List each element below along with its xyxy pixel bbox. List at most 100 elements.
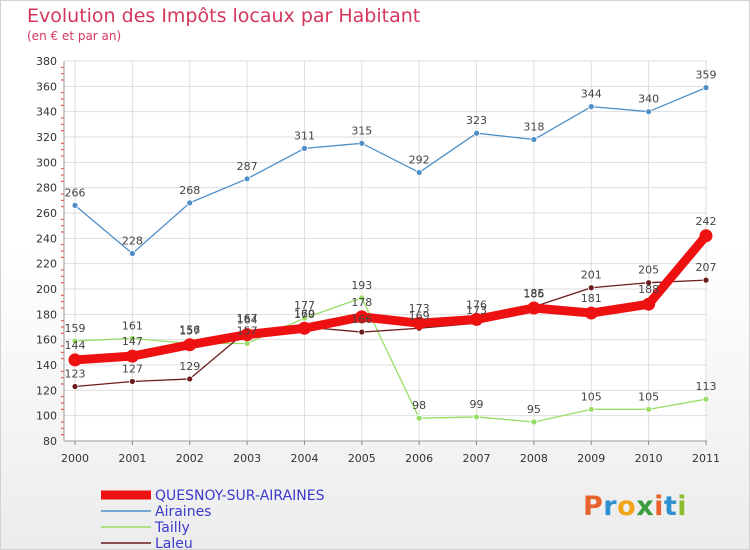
data-label: 292	[409, 153, 430, 166]
data-label: 169	[409, 309, 430, 322]
x-tick-label: 2007	[463, 452, 491, 465]
x-tick-label: 2001	[118, 452, 146, 465]
data-label: 170	[294, 308, 315, 321]
data-label: 287	[237, 160, 258, 173]
data-label: 318	[523, 121, 544, 134]
x-tick-label: 2010	[635, 452, 663, 465]
legend-label: QUESNOY-SUR-AIRAINES	[155, 488, 325, 504]
data-point	[702, 84, 710, 91]
logo-letter: t	[663, 491, 678, 522]
y-tick-label: 300	[36, 156, 57, 169]
data-label: 344	[581, 88, 602, 101]
data-point	[297, 321, 311, 335]
logo-letter: x	[636, 491, 655, 522]
y-tick-label: 140	[36, 359, 57, 372]
data-label: 228	[122, 235, 143, 248]
data-label: 95	[527, 403, 541, 416]
data-label: 193	[351, 279, 372, 292]
logo-letter: P	[583, 491, 604, 522]
data-label: 268	[179, 184, 200, 197]
data-label: 166	[351, 313, 372, 326]
y-tick-label: 160	[36, 334, 57, 347]
y-tick-label: 260	[36, 207, 57, 220]
y-tick-label: 360	[36, 80, 57, 93]
data-point	[358, 294, 366, 302]
legend-label: Tailly	[154, 520, 190, 536]
series-line-1	[74, 86, 707, 255]
data-label: 173	[409, 302, 430, 315]
data-label: 99	[470, 398, 484, 411]
data-point	[183, 338, 197, 352]
data-label: 167	[237, 312, 258, 325]
data-label: 359	[696, 69, 717, 82]
series-line-0	[70, 231, 711, 365]
x-tick-label: 2011	[692, 452, 720, 465]
data-point	[68, 353, 82, 367]
data-label: 207	[696, 261, 717, 274]
data-point	[128, 334, 136, 342]
data-point	[128, 378, 136, 385]
legend-label: Laleu	[155, 536, 193, 549]
x-tick-label: 2005	[348, 452, 376, 465]
data-point	[243, 340, 251, 347]
data-label: 169	[294, 307, 315, 320]
data-label: 185	[523, 287, 544, 300]
data-point	[71, 201, 79, 209]
data-point	[125, 349, 139, 363]
data-point	[412, 316, 426, 330]
data-label: 105	[581, 390, 602, 403]
data-label: 98	[412, 399, 426, 412]
x-tick-label: 2002	[176, 452, 204, 465]
data-point	[702, 276, 710, 284]
data-label: 201	[581, 269, 602, 282]
data-label: 176	[466, 298, 487, 311]
proxiti-logo: Proxiti	[583, 491, 687, 522]
data-label: 127	[122, 362, 143, 375]
x-tick-label: 2009	[577, 452, 605, 465]
data-point	[415, 169, 423, 176]
chart-title: Evolution des Impôts locaux par Habitant	[27, 5, 421, 27]
data-label: 123	[65, 368, 86, 381]
x-tick-label: 2000	[61, 452, 89, 465]
data-point	[71, 337, 79, 345]
data-label: 173	[466, 304, 487, 317]
data-point	[301, 144, 308, 152]
data-label: 177	[294, 299, 315, 312]
data-point	[587, 405, 595, 413]
data-point	[699, 229, 713, 243]
x-tick-label: 2003	[233, 452, 261, 465]
data-label: 161	[122, 319, 143, 332]
logo-letter: o	[617, 491, 637, 522]
data-point	[530, 136, 538, 143]
data-label: 159	[65, 322, 86, 335]
data-label: 340	[638, 93, 659, 106]
data-label: 178	[351, 296, 372, 309]
y-tick-label: 100	[36, 410, 57, 423]
y-tick-label: 220	[36, 258, 57, 271]
series-line-3	[74, 279, 707, 388]
logo-letter: i	[654, 491, 664, 522]
plot-area	[64, 61, 707, 441]
data-point	[243, 175, 251, 183]
y-tick-label: 180	[36, 308, 57, 321]
y-tick-label: 120	[36, 384, 57, 397]
x-tick-label: 2006	[405, 452, 433, 465]
data-label: 157	[237, 324, 258, 337]
data-label: 266	[65, 186, 86, 199]
y-tick-label: 380	[36, 55, 57, 68]
logo-letter: i	[677, 491, 688, 522]
y-tick-label: 280	[36, 182, 57, 195]
data-label: 156	[179, 324, 200, 337]
data-point	[415, 414, 423, 422]
data-point	[186, 199, 194, 207]
data-label: 188	[638, 283, 659, 296]
y-tick-label: 240	[36, 232, 57, 245]
data-point	[473, 129, 480, 137]
y-tick-label: 320	[36, 131, 57, 144]
data-label: 164	[237, 314, 258, 327]
data-label: 315	[351, 124, 372, 137]
data-label: 311	[294, 129, 315, 142]
x-tick-label: 2004	[290, 452, 318, 465]
